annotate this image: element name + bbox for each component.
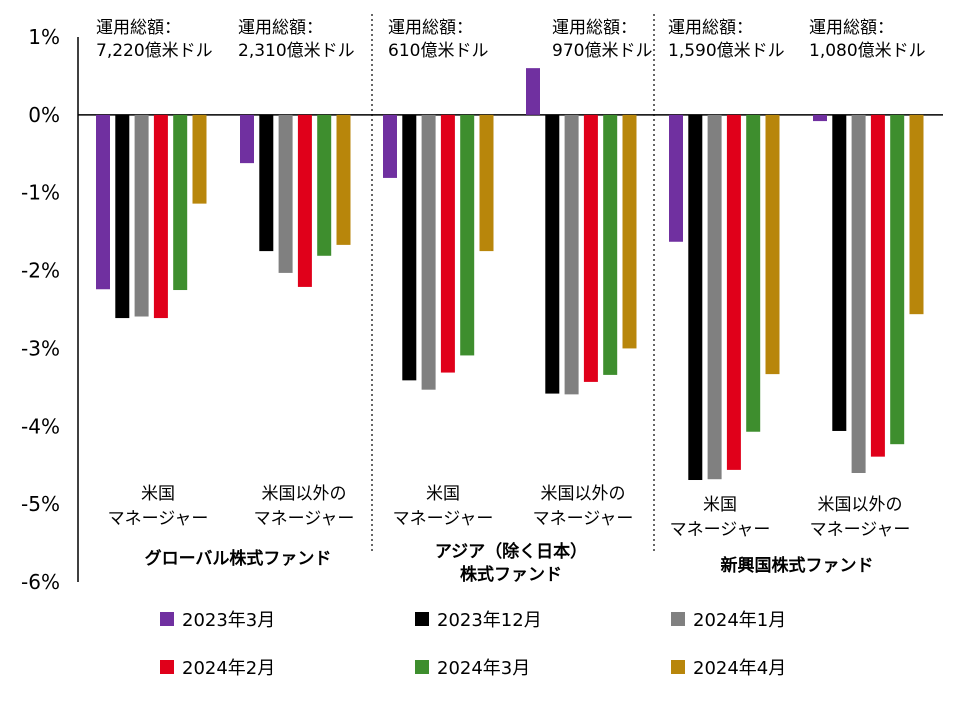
y-tick-label: 1% [28, 25, 60, 49]
bar [545, 114, 560, 394]
bar [564, 114, 579, 395]
category-label: 米国以外の [541, 484, 626, 504]
category-label: 米国 [703, 495, 737, 515]
aum-label: 2,310億米ドル [238, 41, 355, 61]
bar [115, 114, 130, 319]
category-label: 米国以外の [818, 495, 903, 515]
bar [336, 114, 351, 245]
aum-label: 運用総額： [96, 18, 181, 38]
bar [526, 68, 540, 115]
aum-label: 運用総額： [388, 18, 473, 38]
bar [832, 114, 847, 431]
y-tick-label: -2% [21, 259, 60, 283]
category-label: 米国 [141, 484, 175, 504]
bar [259, 114, 274, 252]
legend-swatch [415, 612, 429, 626]
y-tick-label: 0% [28, 103, 60, 127]
bar [479, 114, 494, 252]
category-label: マネージャー [670, 520, 771, 540]
bar [192, 114, 207, 204]
bar [173, 114, 188, 291]
legend-label: 2024年2月 [182, 658, 275, 679]
category-label: 米国 [426, 484, 460, 504]
aum-label: 運用総額： [552, 18, 637, 38]
aum-label: 1,080億米ドル [809, 41, 926, 61]
legend-label: 2023年3月 [182, 610, 275, 631]
category-label: マネージャー [108, 509, 209, 529]
bar [440, 114, 455, 373]
y-tick-label: -6% [21, 570, 60, 594]
legend-label: 2023年12月 [437, 610, 542, 631]
legend-swatch [160, 612, 174, 626]
legend-swatch [415, 660, 429, 674]
bar [460, 114, 475, 356]
bar [765, 114, 780, 375]
aum-label: 運用総額： [668, 18, 753, 38]
aum-label: 610億米ドル [388, 41, 488, 61]
bar [383, 114, 397, 178]
y-tick-label: -4% [21, 414, 60, 438]
bar [726, 114, 741, 470]
category-label: マネージャー [254, 509, 355, 529]
bar [746, 114, 761, 432]
bar [622, 114, 637, 349]
group-label: 株式ファンド [460, 564, 562, 585]
bar [421, 114, 436, 390]
bar [153, 114, 168, 319]
bar [402, 114, 417, 381]
legend-swatch [160, 660, 174, 674]
bar [909, 114, 924, 315]
group-label: 新興国株式ファンド [721, 555, 874, 576]
bar [870, 114, 885, 457]
legend-label: 2024年3月 [437, 658, 530, 679]
bar [278, 114, 293, 273]
bar [317, 114, 332, 256]
group-label: グローバル株式ファンド [145, 548, 332, 569]
bar [669, 114, 683, 242]
bar [134, 114, 149, 317]
bar [890, 114, 905, 445]
bar [96, 114, 110, 290]
aum-label: 1,590億米ドル [668, 41, 785, 61]
y-tick-label: -3% [21, 336, 60, 360]
bar [603, 114, 618, 375]
aum-label: 運用総額： [238, 18, 323, 38]
bar [688, 114, 703, 481]
aum-label: 970億米ドル [552, 41, 652, 61]
legend-label: 2024年4月 [693, 658, 786, 679]
category-label: マネージャー [533, 509, 634, 529]
legend-label: 2024年1月 [693, 610, 786, 631]
aum-label: 7,220億米ドル [96, 41, 213, 61]
bar [240, 114, 254, 164]
aum-label: 運用総額： [809, 18, 894, 38]
group-label: アジア（除く日本） [435, 541, 587, 562]
category-label: マネージャー [810, 520, 911, 540]
category-label: 米国以外の [262, 484, 347, 504]
y-tick-label: -1% [21, 181, 60, 205]
bar [851, 114, 866, 473]
legend-swatch [671, 660, 685, 674]
bar [707, 114, 722, 480]
bar [583, 114, 598, 382]
bar [297, 114, 312, 287]
category-label: マネージャー [393, 509, 494, 529]
legend-swatch [671, 612, 685, 626]
bar [813, 114, 827, 122]
y-tick-label: -5% [21, 492, 60, 516]
